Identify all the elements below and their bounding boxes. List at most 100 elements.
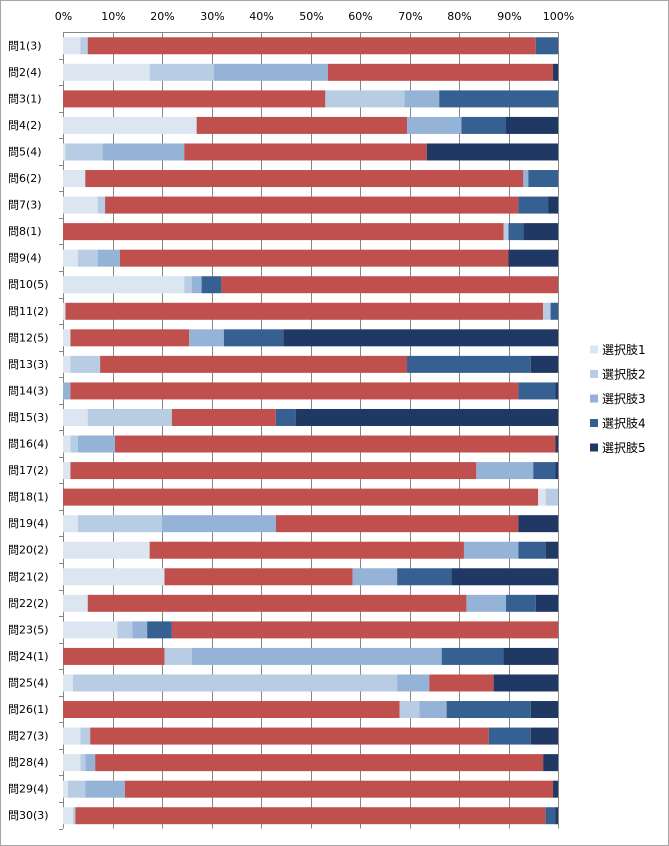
bar-segment	[80, 754, 86, 772]
bar-segment	[147, 621, 172, 639]
bar-segment	[184, 276, 192, 294]
category-label: 問28(4)	[8, 756, 49, 769]
category-label: 問29(4)	[8, 783, 49, 796]
bar-segment	[426, 143, 558, 161]
bar-segment	[63, 488, 539, 506]
x-tick-label: 100%	[543, 10, 574, 23]
bar-segment	[518, 382, 556, 400]
bar-segment	[184, 143, 427, 161]
bar-segment	[63, 701, 400, 719]
bar-segment	[63, 568, 165, 586]
category-label: 問21(2)	[8, 570, 49, 583]
bar-segment	[149, 63, 214, 81]
bar-segment	[63, 355, 71, 373]
bar-segment	[63, 37, 81, 55]
bar-segment	[275, 408, 296, 426]
category-label: 問19(4)	[8, 517, 49, 530]
bar-segment	[508, 223, 524, 241]
bar-segment	[518, 515, 558, 533]
legend-label: 選択肢4	[602, 416, 646, 431]
bar-segment	[63, 196, 98, 214]
bar-segment	[508, 249, 558, 267]
bar-segment	[70, 462, 477, 480]
bar-segment	[63, 90, 326, 108]
bar-segment	[213, 63, 328, 81]
bar-segment	[488, 727, 531, 745]
bar-segment	[77, 515, 162, 533]
bar-segment	[327, 63, 554, 81]
bar-segment	[97, 249, 120, 267]
bar-segment	[102, 143, 185, 161]
bar-segment	[463, 541, 519, 559]
bar-segment	[63, 408, 88, 426]
bar-segment	[72, 807, 76, 825]
x-tick-label: 60%	[348, 10, 372, 23]
bar-segment	[555, 807, 558, 825]
bar-segment	[518, 196, 549, 214]
bar-segment	[493, 674, 558, 692]
bar-segment	[201, 276, 222, 294]
bar-segment	[523, 170, 529, 188]
bar-segment	[65, 143, 103, 161]
category-labels: 問1(3) 問2(4) 問3(1) 問4(2) 問5(4) 問6(2) 問7(3) 問8(1)…	[8, 39, 49, 822]
bar-segment	[466, 594, 507, 612]
bar-segment	[535, 594, 558, 612]
bar-segment	[189, 329, 224, 347]
bar-segment	[530, 355, 558, 373]
category-label: 問13(3)	[8, 358, 49, 371]
category-label: 問2(4)	[8, 66, 42, 79]
category-label: 問16(4)	[8, 438, 49, 451]
bar-segment	[283, 329, 558, 347]
bar-segment	[446, 701, 531, 719]
bar-segment	[63, 621, 118, 639]
x-tick-label: 0%	[55, 10, 72, 23]
bar-segment	[352, 568, 398, 586]
category-label: 問27(3)	[8, 730, 49, 743]
category-label: 問9(4)	[8, 252, 42, 265]
bar-segment	[63, 63, 150, 81]
bar-segment	[555, 382, 558, 400]
bar-segment	[399, 701, 420, 719]
bar-segment	[407, 355, 531, 373]
category-label: 問23(5)	[8, 623, 49, 636]
bar-segment	[149, 541, 464, 559]
bar-segment	[441, 647, 504, 665]
bar-segment	[114, 435, 556, 453]
bar-segment	[476, 462, 534, 480]
bar-segment	[105, 196, 519, 214]
bar-segment	[162, 515, 276, 533]
category-label: 問25(4)	[8, 676, 49, 689]
bar-segment	[171, 408, 276, 426]
bar-segment	[72, 674, 398, 692]
bar-segment	[63, 462, 71, 480]
bar-segment	[550, 302, 558, 320]
bar-segment	[404, 90, 440, 108]
bar-segment	[63, 647, 165, 665]
bar-segment	[223, 329, 284, 347]
bar-segment	[70, 382, 519, 400]
bar-segment	[535, 37, 558, 55]
bar-segment	[429, 674, 494, 692]
bar-segment	[461, 116, 507, 134]
category-label: 問24(1)	[8, 650, 49, 663]
bar-segment	[407, 116, 462, 134]
bar-segment	[63, 170, 86, 188]
bar-segment	[528, 170, 558, 188]
bar-segment	[295, 408, 558, 426]
legend-swatch	[590, 419, 598, 427]
bar-segment	[545, 807, 556, 825]
bar-segment	[63, 541, 150, 559]
bar-segment	[70, 435, 78, 453]
bar-segment	[87, 37, 536, 55]
category-label: 問5(4)	[8, 145, 42, 158]
bar-segment	[85, 170, 524, 188]
bar-segment	[63, 594, 88, 612]
category-label: 問4(2)	[8, 119, 42, 132]
bar-segment	[63, 223, 504, 241]
bar-segment	[530, 701, 558, 719]
bar-segment	[545, 541, 558, 559]
legend-swatch	[590, 345, 598, 354]
bar-segment	[63, 249, 78, 267]
bar-segment	[95, 754, 544, 772]
bar-segment	[63, 435, 71, 453]
